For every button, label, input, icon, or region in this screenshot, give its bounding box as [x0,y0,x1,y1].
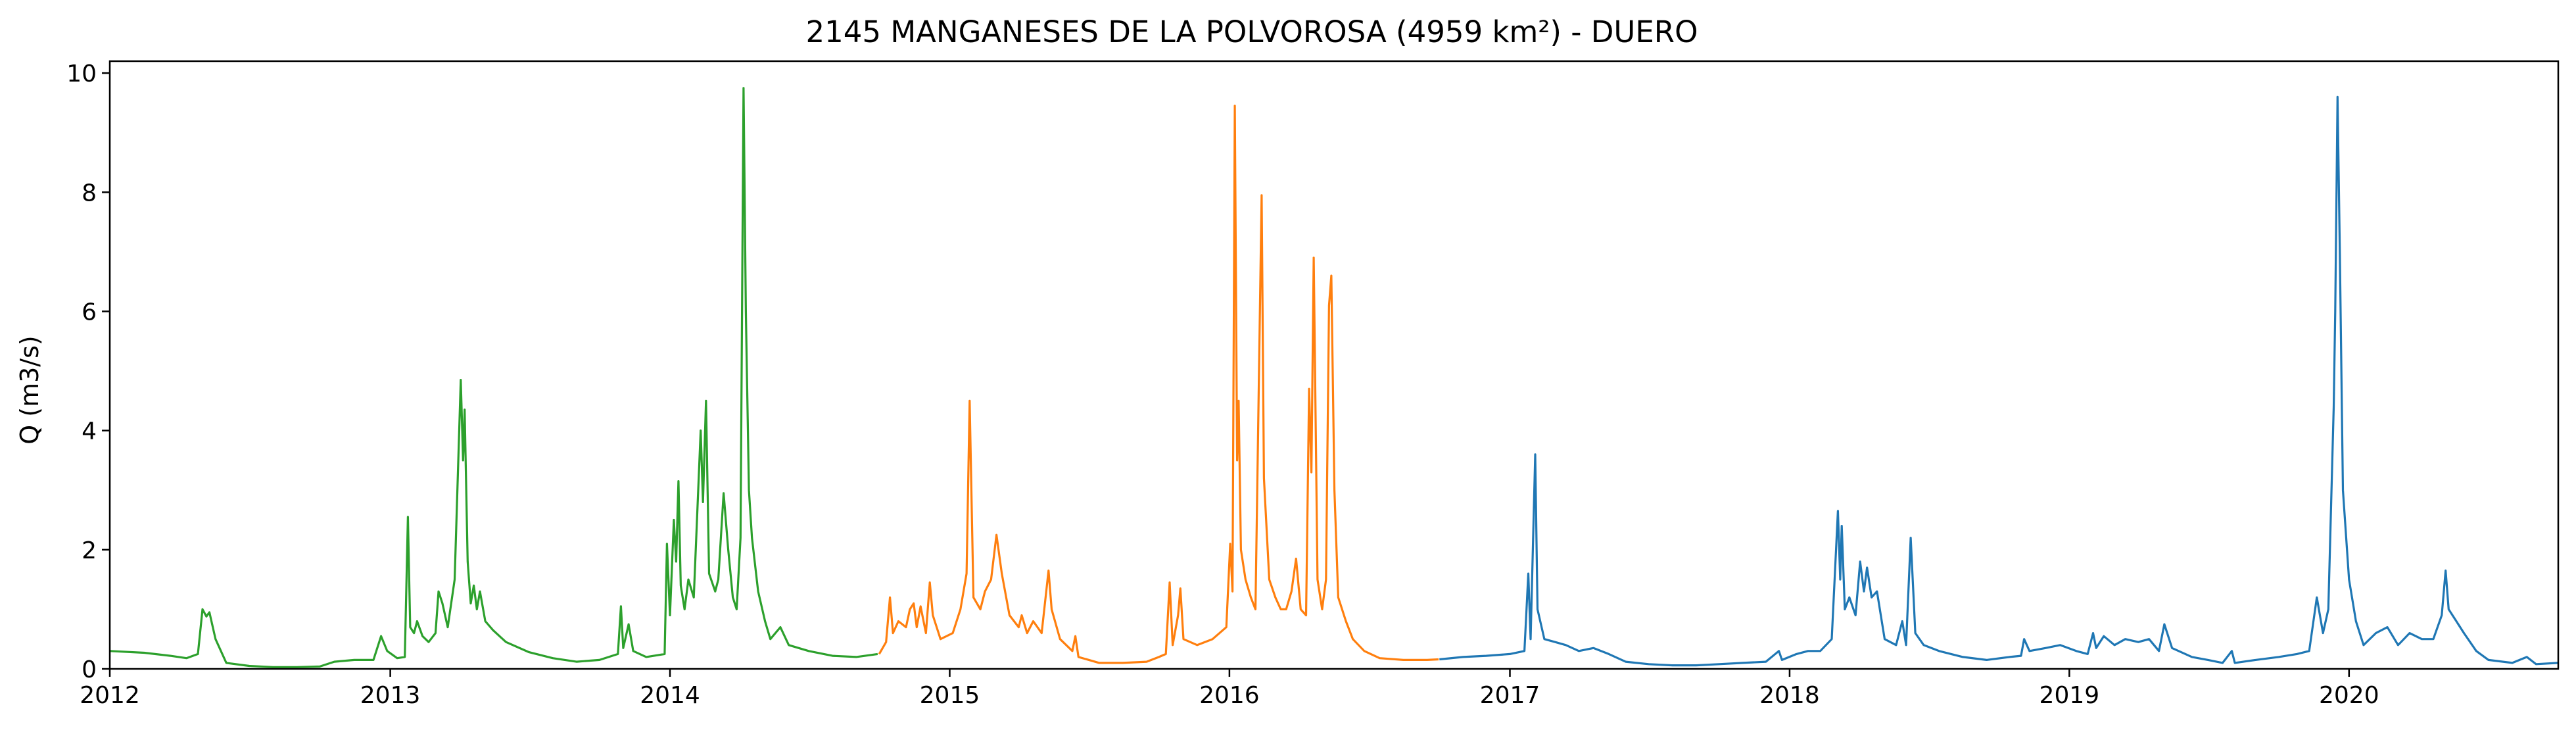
x-tick-label: 2017 [1480,682,1540,709]
plot-series [109,87,2559,668]
plot-frame [108,60,2560,670]
x-tick-label: 2012 [80,682,140,709]
x-tick-label: 2013 [360,682,421,709]
chart-title: 2145 MANGANESES DE LA POLVOROSA (4959 km… [806,14,1698,49]
series-line-2 [878,105,1439,664]
y-tick-label: 0 [82,656,97,683]
x-axis: 2012 2013 2014 2015 2016 2017 2018 2019 2020 [80,669,2379,709]
x-tick-label: 2019 [2039,682,2100,709]
x-tick-label: 2016 [1199,682,1260,709]
y-tick-label: 8 [82,180,97,207]
x-tick-label: 2018 [1759,682,1820,709]
y-axis-label: Q (m3/s) [15,335,44,444]
x-tick-label: 2020 [2319,682,2379,709]
y-tick-label: 10 [66,61,97,87]
series-line-1 [109,87,878,668]
x-tick-label: 2014 [640,682,700,709]
y-tick-label: 2 [82,537,97,564]
y-axis: 0 2 4 6 8 10 [66,61,110,683]
y-tick-label: 4 [82,418,97,445]
x-tick-label: 2015 [920,682,980,709]
y-tick-label: 6 [82,299,97,326]
series-line-3 [1439,95,2559,667]
